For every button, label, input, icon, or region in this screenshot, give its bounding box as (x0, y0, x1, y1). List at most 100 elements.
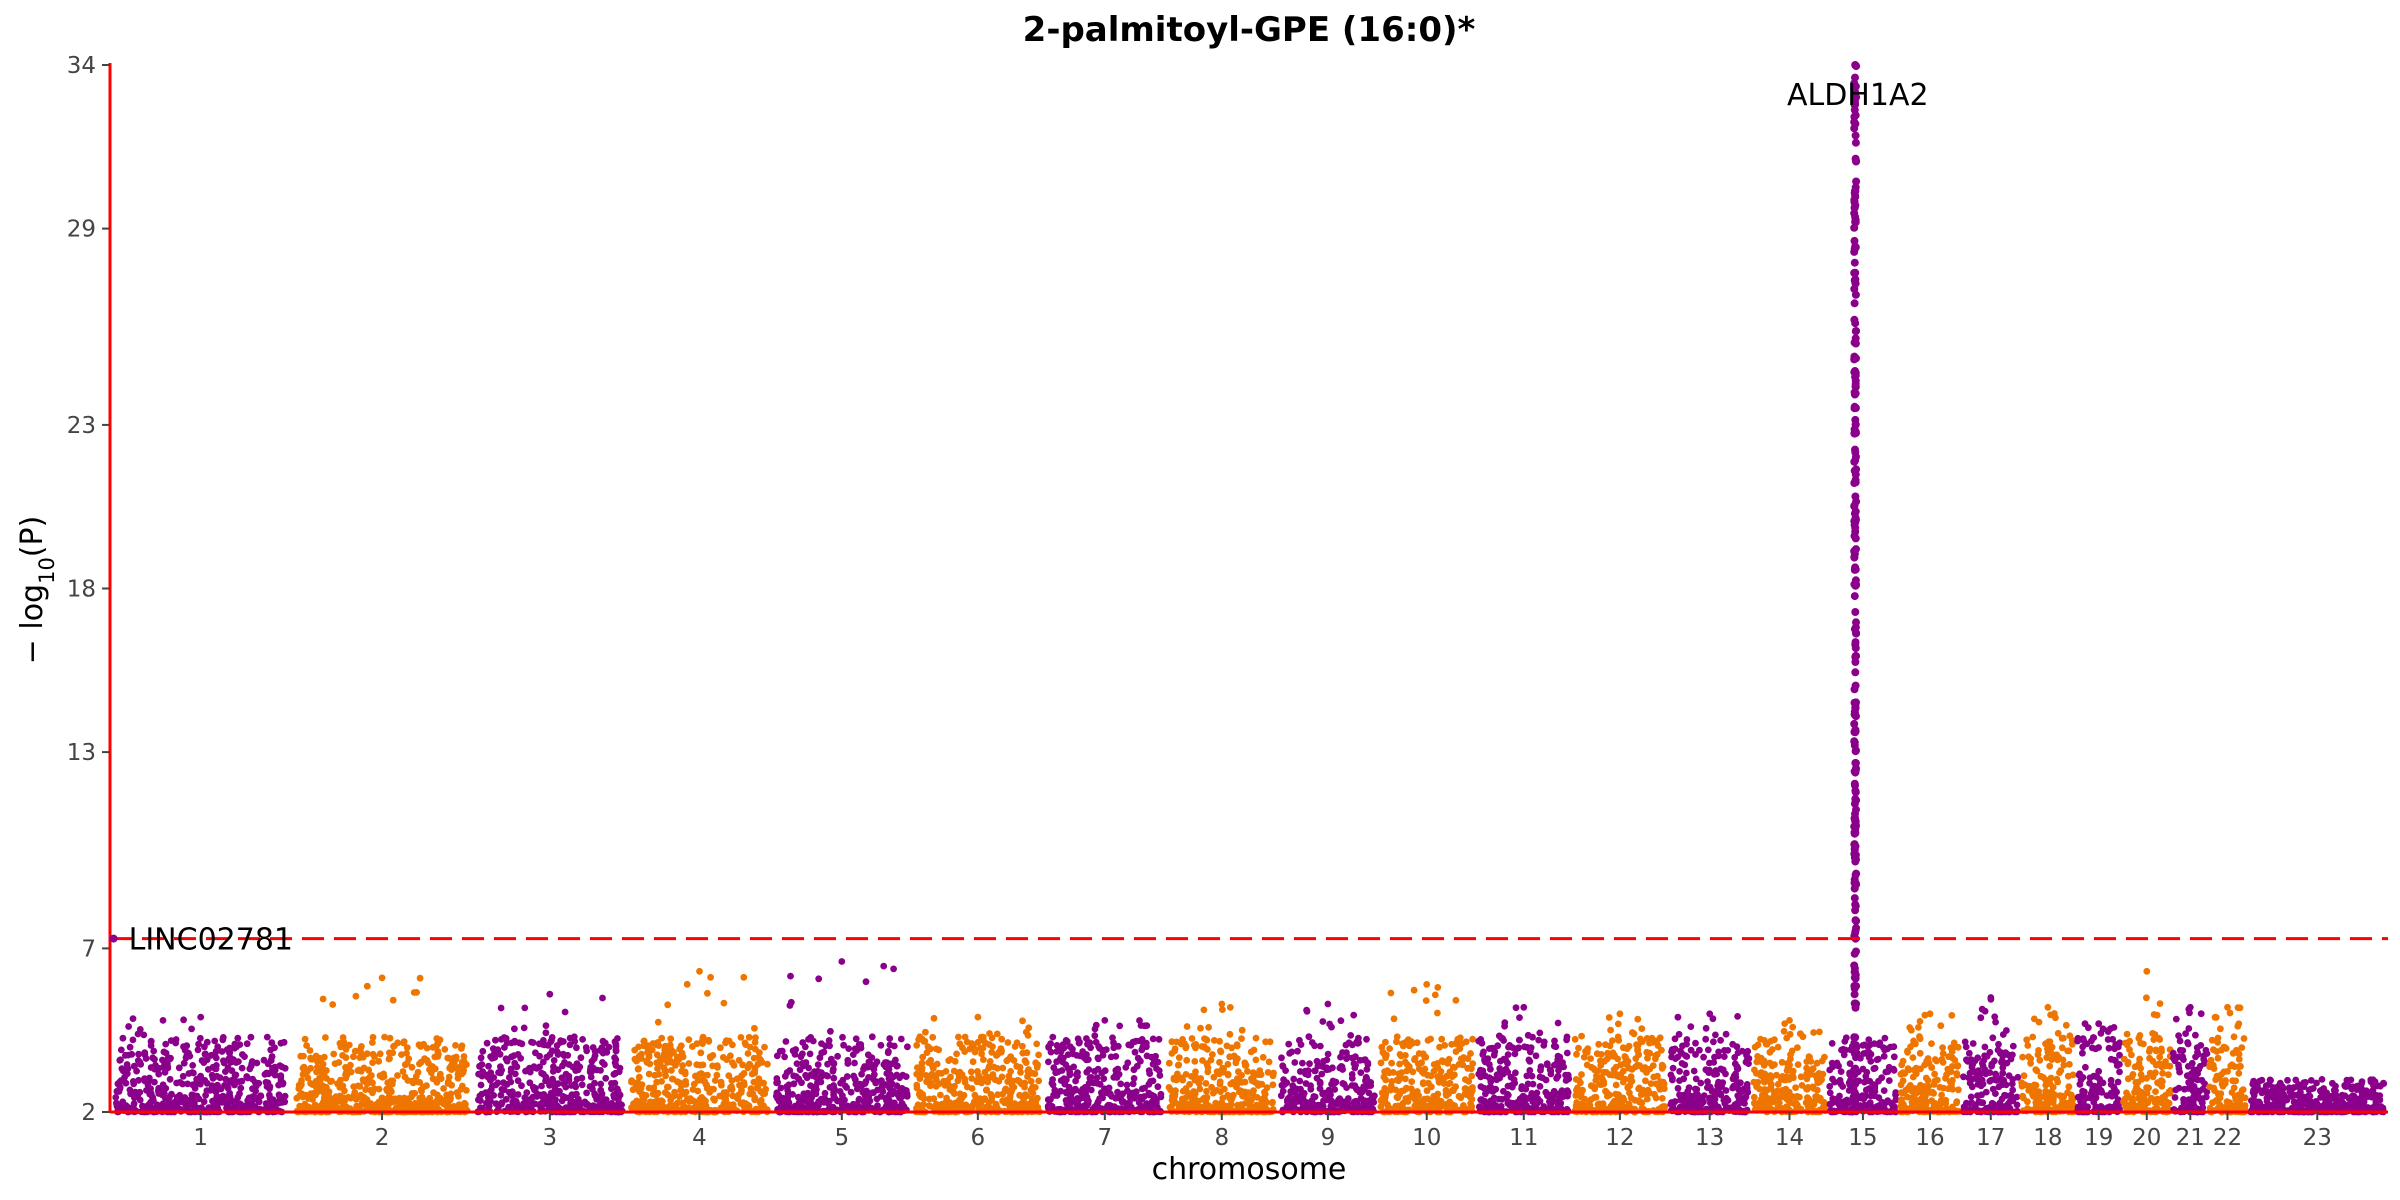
data-point (211, 1037, 219, 1045)
data-point (1444, 1059, 1452, 1067)
data-point (1516, 1014, 1523, 1021)
data-point (188, 1069, 196, 1076)
data-point (1293, 1093, 1301, 1100)
data-point (1419, 1079, 1427, 1086)
data-point (307, 1064, 314, 1072)
data-point (352, 992, 360, 1000)
data-point (1394, 1094, 1402, 1102)
data-point (560, 1052, 568, 1059)
data-point (1019, 1042, 1026, 1050)
data-point (790, 1080, 798, 1088)
data-point (807, 1071, 815, 1078)
data-point (1643, 1035, 1651, 1042)
data-point (179, 1080, 187, 1088)
data-point (676, 1093, 683, 1100)
data-point (532, 1049, 539, 1057)
data-point (1683, 1036, 1691, 1043)
data-point (601, 1098, 609, 1105)
data-point (1428, 1096, 1436, 1104)
data-point (760, 1079, 767, 1087)
data-point (971, 1091, 979, 1099)
data-point (554, 1080, 562, 1088)
data-point (810, 1087, 818, 1094)
data-point (851, 1059, 858, 1067)
data-point (897, 1035, 905, 1043)
data-point (418, 1093, 426, 1101)
data-point (777, 1084, 785, 1092)
data-point (1350, 1011, 1358, 1019)
data-point (1626, 1082, 1634, 1090)
data-point (1628, 1029, 1636, 1036)
data-point (1815, 1070, 1823, 1077)
data-point (1191, 1076, 1199, 1084)
data-point (591, 1090, 598, 1098)
data-point (1204, 1068, 1212, 1076)
data-point (1571, 1035, 1579, 1043)
data-point (487, 1086, 495, 1094)
data-point (126, 1043, 134, 1051)
data-point (1446, 1068, 1454, 1076)
data-point (1210, 1073, 1218, 1081)
data-point (277, 1072, 285, 1080)
data-point (1122, 1064, 1130, 1071)
data-point (117, 1046, 125, 1054)
data-point (558, 1074, 566, 1082)
data-point (1638, 1025, 1646, 1032)
data-point (1424, 1071, 1432, 1079)
data-point (1004, 1039, 1012, 1046)
data-point (655, 1071, 663, 1078)
data-point (1022, 1059, 1030, 1066)
data-point (1674, 1013, 1682, 1021)
data-point (560, 1080, 568, 1088)
data-point (1615, 1091, 1622, 1098)
data-point (1476, 1103, 1483, 1111)
data-point (995, 1077, 1003, 1085)
data-point (1733, 1063, 1741, 1071)
data-point (514, 1091, 522, 1098)
data-point (1603, 1055, 1611, 1063)
data-point (1126, 1099, 1133, 1106)
data-point (890, 965, 897, 973)
data-point (577, 1054, 585, 1062)
data-point (1656, 1034, 1664, 1042)
data-point (1537, 1063, 1545, 1071)
data-point (611, 1054, 618, 1061)
data-point (1175, 1054, 1183, 1061)
data-point (219, 1096, 227, 1104)
data-point (1066, 1071, 1074, 1079)
data-point (816, 1054, 824, 1062)
data-point (189, 1062, 197, 1069)
data-point (1555, 1062, 1563, 1070)
data-point (386, 1034, 394, 1042)
data-point (1467, 1050, 1474, 1057)
data-point (1174, 1061, 1182, 1069)
data-point (1706, 1095, 1713, 1103)
data-point (1282, 1067, 1289, 1074)
data-point (526, 1079, 534, 1087)
data-point (1402, 1052, 1409, 1059)
data-point (1358, 1086, 1366, 1094)
data-point (513, 1063, 521, 1071)
data-point (374, 1100, 382, 1108)
data-point (1578, 1071, 1585, 1078)
data-point (1593, 1050, 1601, 1058)
data-point (122, 1079, 130, 1087)
data-point (211, 1100, 219, 1107)
data-point (369, 1039, 376, 1046)
data-point (696, 1096, 704, 1103)
data-point (1704, 1078, 1711, 1086)
data-point (799, 1039, 807, 1046)
data-point (1461, 1076, 1469, 1083)
data-point (208, 1071, 216, 1079)
data-point (601, 1039, 609, 1047)
data-point (824, 1072, 831, 1080)
data-point (1110, 1044, 1118, 1052)
data-point (1183, 1023, 1191, 1030)
data-point (927, 1082, 934, 1090)
data-point (338, 1098, 346, 1106)
data-point (893, 1082, 901, 1090)
data-point (1734, 1013, 1741, 1020)
data-point (1242, 1100, 1249, 1107)
data-point (1411, 1056, 1418, 1064)
data-point (491, 1054, 499, 1061)
